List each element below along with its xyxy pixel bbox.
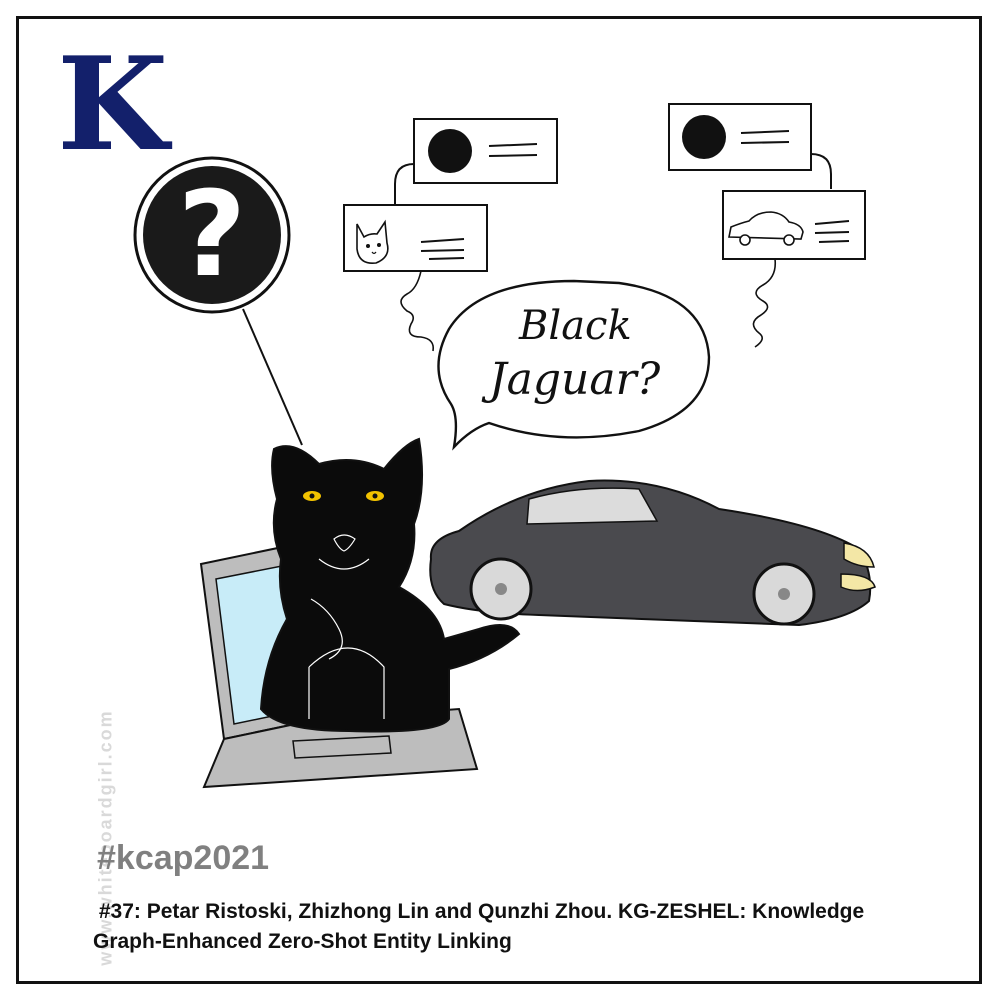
speech-line-1: Black (518, 303, 632, 349)
illustration-canvas: ? (133, 103, 876, 789)
hashtag: #kcap2021 (97, 839, 270, 877)
illustration-frame: K ? (16, 16, 982, 984)
alphabet-letter: K (57, 30, 169, 180)
jaguar-car (429, 479, 876, 627)
question-balloon: ? (133, 156, 303, 446)
car-icon (728, 211, 804, 246)
paper-caption: #37: Petar Ristoski, Zhizhong Lin and Qu… (93, 897, 973, 957)
question-mark-icon: ? (178, 165, 246, 303)
caption-line-2: Graph-Enhanced Zero-Shot Entity Linking (93, 930, 512, 953)
cat-icon (356, 219, 389, 265)
caption-line-1: #37: Petar Ristoski, Zhizhong Lin and Qu… (93, 900, 865, 923)
speech-bubble: Black Jaguar? (437, 279, 711, 451)
panther (259, 437, 521, 733)
entity-card-group-left (343, 118, 558, 352)
entity-card-group-right (668, 103, 866, 348)
speech-line-2: Jaguar? (481, 354, 661, 405)
